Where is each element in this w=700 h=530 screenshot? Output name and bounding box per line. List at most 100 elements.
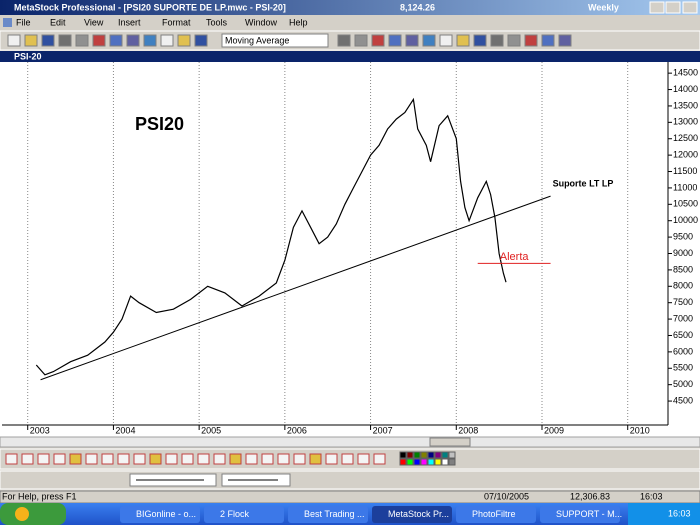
color-swatch[interactable] [427,451,435,459]
toolbar-button[interactable] [194,34,208,47]
color-swatch[interactable] [434,458,442,466]
task-button[interactable] [204,506,284,523]
color-swatch[interactable] [399,458,407,466]
task-button[interactable] [120,506,200,523]
toolbar-button[interactable] [75,34,89,47]
scrollbar[interactable] [0,436,700,448]
color-swatch[interactable] [441,451,449,459]
toolbar-button[interactable] [126,34,140,47]
menu-item[interactable]: Insert [118,17,141,27]
task-button[interactable] [372,506,452,523]
tool-button[interactable] [213,453,226,465]
color-swatch[interactable] [413,458,421,466]
taskbar-items: BIGonline - o... 2 Flock Best Trading ... M… [120,506,622,523]
toolbar-button[interactable] [143,34,157,47]
tool-button[interactable] [181,453,194,465]
tool-button[interactable] [69,453,82,465]
tool-button[interactable] [53,453,66,465]
menu-item[interactable]: Format [162,17,191,27]
tool-button[interactable] [5,453,18,465]
tool-button[interactable] [293,453,306,465]
tool-button[interactable] [117,453,130,465]
toolbar-button[interactable] [473,34,487,47]
tray [628,503,700,525]
toolbar-button[interactable] [24,34,38,47]
x-tick-label: 2003 [30,425,50,435]
color-swatch[interactable] [441,458,449,466]
color-swatch[interactable] [399,451,407,459]
toolbar-button[interactable] [41,34,55,47]
toolbar-button[interactable] [439,34,453,47]
toolbar-button[interactable] [7,34,21,47]
close-button[interactable] [682,1,698,14]
toolbar-button[interactable] [388,34,402,47]
tool-button[interactable] [229,453,242,465]
chart-window-title: PSI-20 [14,51,42,61]
start-logo [15,507,29,521]
task-button[interactable] [456,506,536,523]
tool-button[interactable] [277,453,290,465]
toolbar-button[interactable] [490,34,504,47]
tool-button[interactable] [37,453,50,465]
x-tick-label: 2004 [115,425,135,435]
status-help: For Help, press F1 [2,491,77,501]
y-tick-label: 10500 [673,199,698,209]
minimize-button[interactable] [649,1,665,14]
y-tick-label: 10000 [673,215,698,225]
toolbar-button[interactable] [422,34,436,47]
y-tick-label: 7500 [673,297,693,307]
toolbar-button[interactable] [507,34,521,47]
toolbar-button[interactable] [456,34,470,47]
tool-button[interactable] [309,453,322,465]
tool-button[interactable] [245,453,258,465]
toolbar-button[interactable] [109,34,123,47]
toolbar-button[interactable] [541,34,555,47]
indicator-dropdown[interactable] [221,33,329,48]
tool-button[interactable] [341,453,354,465]
color-swatch[interactable] [420,458,428,466]
toolbar-button[interactable] [558,34,572,47]
tool-button[interactable] [197,453,210,465]
toolbar-button[interactable] [160,34,174,47]
toolbar-button[interactable] [58,34,72,47]
toolbar-button[interactable] [92,34,106,47]
menu-item[interactable]: View [84,17,104,27]
color-swatch[interactable] [434,451,442,459]
color-swatch[interactable] [413,451,421,459]
menu-item[interactable]: Help [289,17,308,27]
tool-button[interactable] [133,453,146,465]
color-swatch[interactable] [420,451,428,459]
color-swatch[interactable] [406,458,414,466]
tool-button[interactable] [325,453,338,465]
color-swatch[interactable] [448,451,456,459]
color-swatch[interactable] [448,458,456,466]
y-tick-label: 12000 [673,150,698,160]
menu-item[interactable]: Edit [50,17,66,27]
tool-button[interactable] [85,453,98,465]
color-swatch[interactable] [406,451,414,459]
color-swatch[interactable] [427,458,435,466]
task-button[interactable] [288,506,368,523]
toolbar-button[interactable] [337,34,351,47]
tool-button[interactable] [357,453,370,465]
tool-button[interactable] [101,453,114,465]
scroll-thumb[interactable] [429,437,471,447]
task-button[interactable] [540,506,620,523]
toolbar-button[interactable] [177,34,191,47]
toolbar-button[interactable] [524,34,538,47]
toolbar-button[interactable] [354,34,368,47]
y-tick-label: 11500 [673,166,697,176]
toolbar-button[interactable] [371,34,385,47]
tool-button[interactable] [373,453,386,465]
menu-item[interactable]: Tools [206,17,228,27]
tool-button[interactable] [149,453,162,465]
tool-button[interactable] [21,453,34,465]
start-button[interactable] [0,503,66,525]
menu-item[interactable]: Window [245,17,278,27]
menu-item[interactable]: File [16,17,31,27]
alert-label: Alerta [500,251,530,263]
tool-button[interactable] [261,453,274,465]
maximize-button[interactable] [665,1,681,14]
tool-button[interactable] [165,453,178,465]
toolbar-button[interactable] [405,34,419,47]
